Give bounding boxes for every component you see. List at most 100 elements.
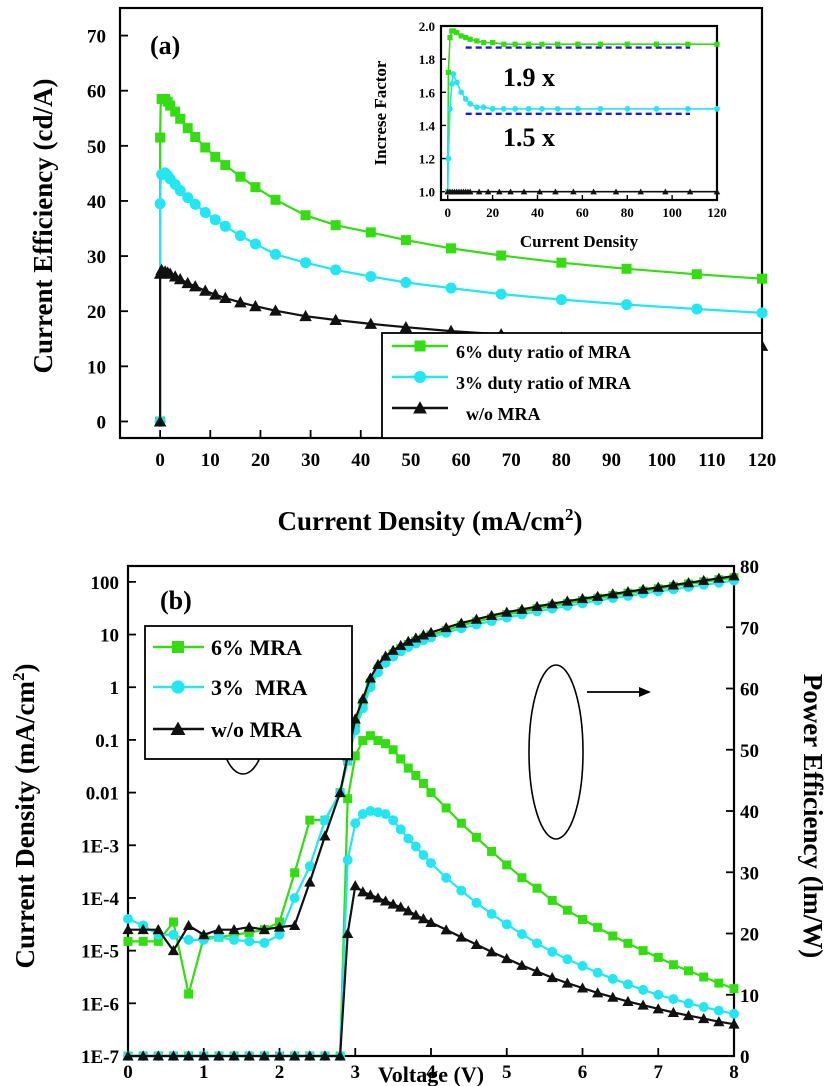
b-point-5-42 xyxy=(667,1006,680,1018)
b-point-4-18 xyxy=(365,806,376,816)
b-point-5-19 xyxy=(372,892,384,903)
b-point-2-43 xyxy=(682,577,695,588)
b-x-tick-label-2: 2 xyxy=(275,1062,285,1083)
b-point-2-42 xyxy=(667,579,680,590)
b-point-5-26 xyxy=(425,916,437,927)
b-point-5-10 xyxy=(273,1050,286,1061)
b-point-0-2 xyxy=(153,936,163,946)
b-point-4-39 xyxy=(623,979,633,990)
b-point-2-3 xyxy=(167,945,180,956)
b-point-5-24 xyxy=(410,909,422,920)
b-y-tick-label-1: 10 xyxy=(100,626,119,647)
b-point-3-38 xyxy=(608,931,618,941)
b-y2-tick-label-70: 70 xyxy=(740,618,759,639)
b-point-2-12 xyxy=(304,876,316,887)
b-point-2-10 xyxy=(273,921,286,932)
b-point-5-41 xyxy=(652,1003,664,1014)
b-point-3-27 xyxy=(441,803,451,813)
a-point-0-9 xyxy=(175,113,186,124)
b-point-2-11 xyxy=(289,919,301,930)
b-y-tick-label-3: 0.1 xyxy=(95,731,119,752)
b-x-tick-label-8: 8 xyxy=(729,1062,739,1083)
b-point-4-30 xyxy=(486,908,497,919)
b-y2-tick-label-0: 0 xyxy=(740,1047,750,1068)
b-point-4-26 xyxy=(426,858,436,869)
b-point-5-38 xyxy=(607,991,619,1002)
b-y2-tick-label-50: 50 xyxy=(740,741,759,762)
a-point-0-16 xyxy=(250,182,261,193)
b-y-tick-label-2: 1 xyxy=(110,678,120,699)
b-point-2-25 xyxy=(417,629,430,640)
b-y2-tick-label-10: 10 xyxy=(740,986,759,1007)
inset-point-1-19 xyxy=(624,105,631,112)
b-point-4-24 xyxy=(410,841,421,852)
inset-point-1-15 xyxy=(539,105,545,112)
b-point-5-36 xyxy=(576,982,589,993)
b-point-5-14 xyxy=(334,1050,346,1061)
b-point-4-17 xyxy=(357,809,368,820)
b-point-0-8 xyxy=(244,928,254,938)
b-point-3-18 xyxy=(365,731,375,741)
a-point-0-15 xyxy=(235,171,246,182)
a-point-0-27 xyxy=(757,273,767,284)
inset-point-1-10 xyxy=(480,104,487,111)
a-point-1-26 xyxy=(691,303,703,315)
a-x-tick-label-100: 100 xyxy=(647,450,676,471)
b-point-0-1 xyxy=(138,936,148,946)
b-point-5-28 xyxy=(455,931,467,942)
inset-point-1-21 xyxy=(684,105,691,112)
inset-series-line-6-w-o xyxy=(446,30,717,192)
inset-point-2-10 xyxy=(466,188,474,195)
inset-y-tick-label-1.8: 1.8 xyxy=(419,52,436,67)
b-y-tick-label-6: 1E-4 xyxy=(81,889,120,910)
a-point-1-15 xyxy=(234,230,246,242)
b-point-5-11 xyxy=(289,1050,301,1061)
b-point-1-3 xyxy=(168,929,179,940)
b-point-4-28 xyxy=(456,885,467,896)
b-point-5-27 xyxy=(440,924,452,935)
a-x-tick-label-10: 10 xyxy=(201,450,220,471)
a-point-1-25 xyxy=(621,299,633,311)
b-point-4-22 xyxy=(395,824,406,835)
a-point-1-13 xyxy=(209,214,221,226)
b-point-4-15 xyxy=(342,855,353,865)
a-point-0-7 xyxy=(165,100,176,111)
b-point-4-46 xyxy=(729,1008,739,1019)
inset-point-1-20 xyxy=(653,105,660,112)
b-point-3-46 xyxy=(729,984,739,994)
b-point-3-37 xyxy=(593,922,603,932)
b-point-4-23 xyxy=(403,833,414,844)
b-point-2-14 xyxy=(334,786,346,798)
inset-point-0-1 xyxy=(445,69,452,75)
b-y-tick-label-7: 1E-5 xyxy=(81,942,119,963)
b-y2-tick-label-40: 40 xyxy=(740,802,759,823)
b-point-2-27 xyxy=(440,622,452,633)
b-y-tick-label-8: 1E-6 xyxy=(81,994,119,1015)
inset-y-axis-title: Increse Factor xyxy=(371,60,390,165)
b-point-2-44 xyxy=(698,574,710,586)
b-point-4-38 xyxy=(607,973,618,984)
b-point-3-45 xyxy=(714,978,724,988)
inset-point-2-16 xyxy=(536,188,543,195)
a-y-tick-label-0: 0 xyxy=(97,412,107,433)
panel-b-y-axis-title: Current Density (mA/cm2) xyxy=(9,664,40,969)
inset-point-1-4 xyxy=(450,71,457,77)
inset-point-2-19 xyxy=(590,188,597,195)
b-y2-tick-label-30: 30 xyxy=(740,863,759,884)
inset-plot-frame xyxy=(439,24,719,202)
b-point-2-18 xyxy=(364,672,377,683)
b-point-2-29 xyxy=(470,613,483,624)
inset-point-1-1 xyxy=(445,155,452,162)
a-point-1-21 xyxy=(400,277,412,289)
b-point-2-46 xyxy=(728,570,740,581)
b-point-3-39 xyxy=(623,938,633,948)
b-x-tick-label-7: 7 xyxy=(654,1062,664,1083)
b-point-4-20 xyxy=(380,809,391,820)
b-y2-tick-label-60: 60 xyxy=(740,680,759,701)
a-y-tick-label-50: 50 xyxy=(87,137,106,158)
b-point-0-3 xyxy=(168,917,178,927)
panel-a-legend-box xyxy=(381,332,763,439)
b-point-1-4 xyxy=(183,934,194,945)
b-point-4-25 xyxy=(418,850,429,861)
b-point-5-21 xyxy=(387,898,399,909)
